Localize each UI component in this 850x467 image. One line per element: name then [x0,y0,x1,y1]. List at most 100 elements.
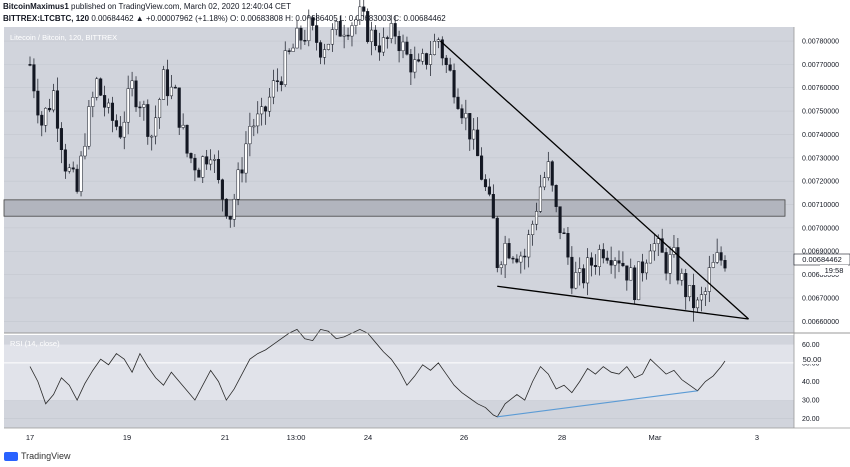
candle-body [154,117,158,137]
candle-body [197,169,201,178]
candle-body [432,41,436,55]
candle-body [377,45,382,53]
candle-body [267,96,272,112]
candle-body [44,107,48,126]
candle-body [220,179,224,200]
time-tick-label: 13:00 [287,433,306,442]
price-tick-label: 0.00750000 [802,109,839,116]
candle-body [637,261,641,301]
trendline [497,285,749,320]
candle-body [279,81,283,85]
candle-body [32,64,36,92]
candle-body [703,291,707,295]
candle-body [692,285,696,309]
candle-body [95,78,99,98]
time-tick-label: 3 [755,433,759,442]
candle-body [110,102,115,121]
candle-body [216,159,221,181]
candle-body [83,145,87,157]
price-tick-label: 0.00700000 [802,225,839,232]
price-tick-label: 0.00690000 [802,249,839,256]
candle-body [307,17,311,41]
candle-body [130,80,134,89]
author: BitcoinMaximus1 [3,2,69,11]
candle-body [570,256,574,289]
candle-body [385,37,389,39]
candle-body [476,129,480,157]
candle-body [531,223,535,235]
candle-body [354,19,358,26]
candle-body [189,153,193,159]
candle-body [350,25,354,37]
candle-body [165,69,169,97]
candle-body [228,215,232,220]
candle-body [63,149,67,172]
candle-body [609,260,613,266]
ohlc-info: BITTREX:LTCBTC, 120 0.00684462 ▲ +0.0000… [3,14,446,23]
candle-body [480,155,484,180]
time-tick-label: Mar [649,433,662,442]
candle-body [264,106,268,112]
rsi-title: RSI (14, close) [10,339,60,348]
price-tick-label: 0.00770000 [802,62,839,69]
candle-body [71,167,75,170]
candle-body [664,252,668,274]
candle-body [75,168,79,192]
candle-body [578,268,582,273]
candle-body [126,88,130,123]
candle-body [633,267,637,301]
time-tick-label: 19 [123,433,131,442]
candle-body [244,143,248,174]
time-tick-label: 21 [221,433,229,442]
candle-body [87,106,91,147]
candle-body [472,129,476,140]
candle-body [401,41,405,52]
rsi-tick-label: 20.00 [802,416,820,423]
candle-body [417,59,421,62]
tradingview-logo-icon [4,451,18,461]
candle-body [366,11,370,42]
candle-body [146,104,150,137]
candle-body [299,27,303,41]
price-tick-label: 0.00720000 [802,179,839,186]
candle-body [723,260,727,269]
candle-body [315,25,319,43]
candle-body [640,261,645,274]
svg-text:19:58: 19:58 [825,266,844,275]
candle-body [373,29,378,46]
candle-body [389,23,393,39]
footer: TradingView [4,451,71,461]
candle-body [79,155,83,192]
candle-body [699,294,703,301]
candle-body [554,185,558,207]
rsi-last-label: 50.00 [796,354,830,364]
pane-title: Litecoin / Bitcoin, 120, BITTREX [10,33,117,42]
price-tick-label: 0.00660000 [802,319,839,326]
candle-body [601,249,605,259]
candle-body [523,255,527,258]
candle-body [326,43,330,50]
trendline [439,40,749,320]
candle-body [582,268,586,284]
candle-body [668,254,672,274]
candle-body [452,70,456,98]
candle-body [648,250,652,264]
candle-body [150,135,154,138]
svg-text:0.00684462: 0.00684462 [802,255,842,264]
candle-body [499,264,503,268]
price-tick-label: 0.00780000 [802,39,839,46]
candle-body [193,157,197,171]
candle-body [617,260,621,264]
candle-body [28,64,32,66]
time-tick-label: 17 [26,433,34,442]
candle-body [248,126,252,145]
candle-body [256,113,260,127]
candle-body [460,108,464,119]
candle-body [542,177,546,188]
candle-body [605,257,609,261]
publish-info: BitcoinMaximus1 published on TradingView… [3,2,291,11]
ohlc-values: 0.00684462 ▲ +0.00007962 (+1.18%) O: 0.0… [91,14,446,23]
price-tick-label: 0.00670000 [802,295,839,302]
candle-body [173,86,177,89]
